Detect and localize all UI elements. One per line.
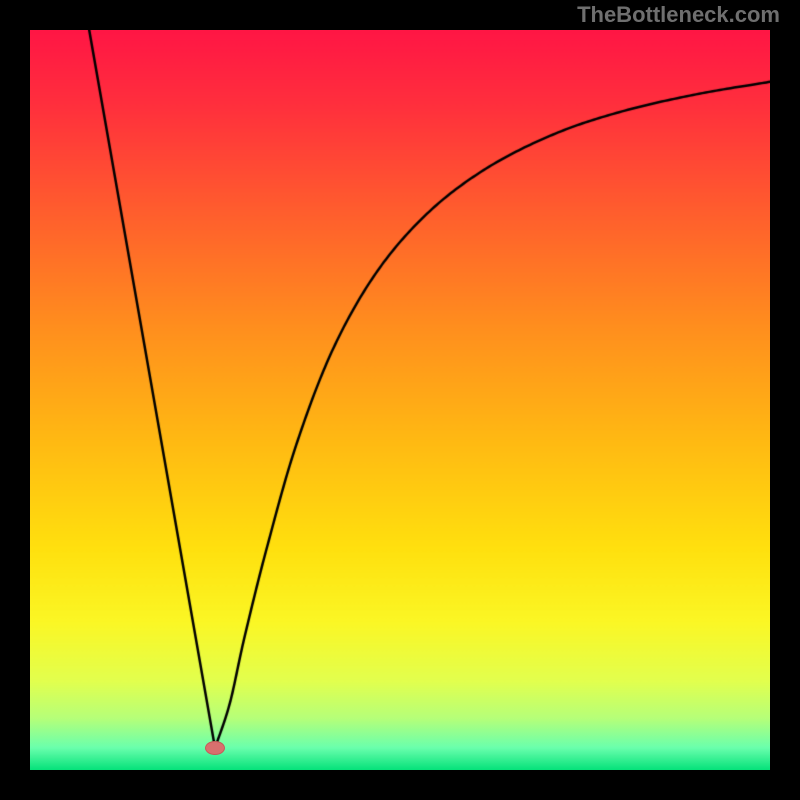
stage: TheBottleneck.com xyxy=(0,0,800,800)
watermark-text: TheBottleneck.com xyxy=(577,2,780,28)
min-point-marker xyxy=(205,741,225,755)
bottleneck-chart xyxy=(30,30,770,770)
